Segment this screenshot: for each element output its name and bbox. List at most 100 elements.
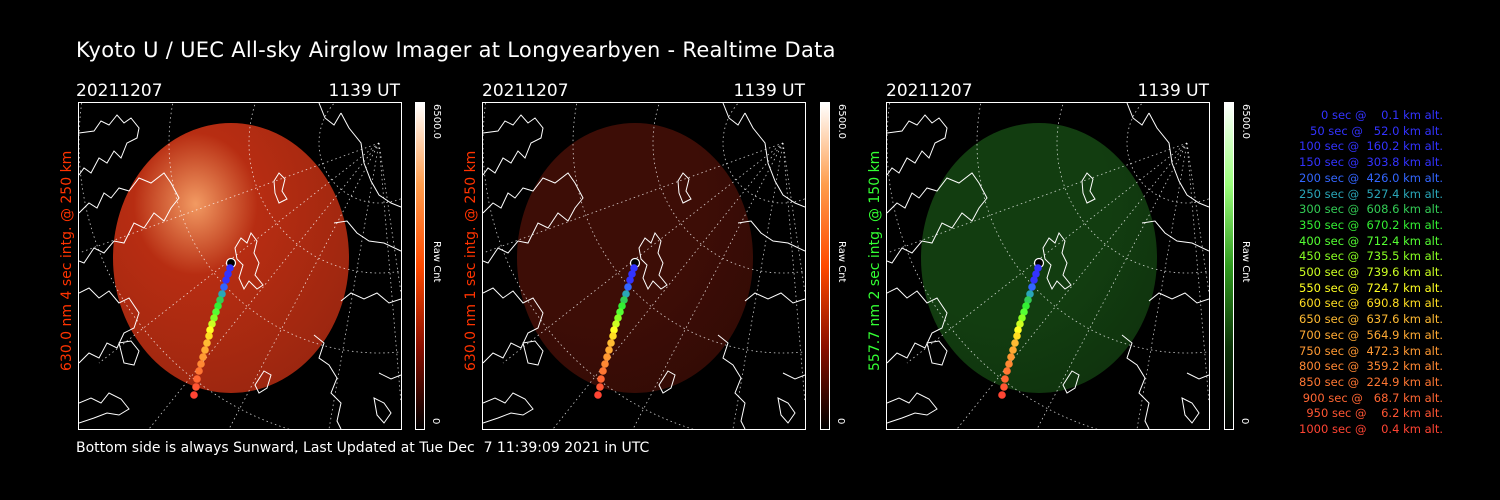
lon-grid-line xyxy=(378,142,401,294)
trajectory-point xyxy=(605,346,613,354)
legend-entry: 50 sec @ 52.0 km alt. xyxy=(1310,123,1443,138)
lon-grid-line xyxy=(1186,142,1209,404)
trajectory-point xyxy=(1013,332,1021,340)
legend-entry: 400 sec @ 712.4 km alt. xyxy=(1299,233,1443,248)
coastline xyxy=(340,112,401,208)
panel-3-time: 1139 UT xyxy=(1137,81,1210,101)
trajectory-point xyxy=(601,360,609,368)
coastline xyxy=(1186,372,1209,380)
lon-grid-line xyxy=(1136,142,1188,429)
coastline xyxy=(118,340,140,366)
coastline xyxy=(318,103,342,126)
coastline xyxy=(1121,334,1150,429)
trajectory-point xyxy=(205,332,213,340)
legend-entry: 150 sec @ 303.8 km alt. xyxy=(1299,155,1443,170)
trajectory-point xyxy=(597,375,605,383)
panel-3-colorbar-unit: Raw Cnt xyxy=(1240,241,1251,283)
panel-3-map-svg xyxy=(887,103,1209,429)
panel-1-allsky-image xyxy=(78,102,402,430)
panel-3-date: 20211207 xyxy=(886,81,973,101)
trajectory-point xyxy=(1001,375,1009,383)
coastline xyxy=(677,172,692,204)
trajectory-point xyxy=(190,391,198,399)
coastline xyxy=(79,114,140,176)
footer-note: Bottom side is always Sunward, Last Upda… xyxy=(76,440,650,456)
coastline xyxy=(333,220,401,252)
legend-entry: 0 sec @ 0.1 km alt. xyxy=(1320,108,1443,122)
panel-2-map-svg xyxy=(483,103,805,429)
coastline xyxy=(1042,231,1072,291)
panel-1-colorbar xyxy=(415,102,425,430)
lon-grid-line xyxy=(732,142,784,429)
coastline xyxy=(313,334,342,429)
panel-2-colorbar-min: 0 xyxy=(835,418,846,425)
legend-entry: 950 sec @ 6.2 km alt. xyxy=(1306,406,1443,421)
panel-2-date: 20211207 xyxy=(482,81,569,101)
trajectory-point xyxy=(626,276,634,284)
lon-grid-line xyxy=(79,142,380,254)
coastline xyxy=(273,172,288,204)
legend-entry: 850 sec @ 224.9 km alt. xyxy=(1299,374,1443,389)
trajectory-point xyxy=(206,326,214,334)
coastline xyxy=(483,172,584,264)
panel-2-colorbar xyxy=(820,102,830,430)
panel-1-map-svg xyxy=(79,103,401,429)
lon-grid-line xyxy=(502,142,784,364)
panel-2-allsky-image xyxy=(482,102,806,430)
coastline xyxy=(737,220,805,252)
lon-grid-line xyxy=(328,142,380,429)
coastline xyxy=(1081,172,1096,204)
coastline xyxy=(1148,112,1209,208)
lon-grid-line xyxy=(1186,142,1209,294)
coastline xyxy=(373,397,392,424)
legend-entry: 700 sec @ 564.9 km alt. xyxy=(1299,327,1443,342)
panel-3-allsky-image xyxy=(886,102,1210,430)
lon-grid-line xyxy=(98,142,380,364)
coastline xyxy=(79,392,130,424)
coastline xyxy=(887,392,938,424)
lat-grid-line xyxy=(168,103,401,354)
coastline xyxy=(79,287,140,364)
trajectory-point xyxy=(1007,353,1015,361)
trajectory-point xyxy=(609,332,617,340)
legend-entry: 250 sec @ 527.4 km alt. xyxy=(1299,186,1443,201)
coastline xyxy=(722,103,746,126)
panel-2-wavelength-label: 630.0 nm 1 sec intg. @ 250 km xyxy=(463,150,479,371)
coastline xyxy=(782,372,805,380)
coastline xyxy=(522,340,544,366)
panel-3-colorbar xyxy=(1224,102,1234,430)
legend-entry: 200 sec @ 426.0 km alt. xyxy=(1299,170,1443,185)
lon-grid-line xyxy=(887,142,1188,254)
coastline xyxy=(483,392,534,424)
legend-entry: 750 sec @ 472.3 km alt. xyxy=(1299,343,1443,358)
trajectory-point xyxy=(199,353,207,361)
trajectory-point xyxy=(220,283,228,291)
panel-1-time: 1139 UT xyxy=(328,81,401,101)
legend-entry: 100 sec @ 160.2 km alt. xyxy=(1299,139,1443,154)
lat-grid-line xyxy=(976,103,1209,354)
trajectory-point xyxy=(599,367,607,375)
coastline xyxy=(254,370,272,394)
trajectory-point xyxy=(596,383,604,391)
legend-entry: 350 sec @ 670.2 km alt. xyxy=(1299,217,1443,232)
coastline xyxy=(638,231,668,291)
coastline xyxy=(378,372,401,380)
coastline xyxy=(1126,103,1150,126)
page-title: Kyoto U / UEC All-sky Airglow Imager at … xyxy=(76,38,836,62)
coastline xyxy=(340,292,401,304)
legend-entry: 900 sec @ 68.7 km alt. xyxy=(1302,390,1443,405)
trajectory-point xyxy=(1005,360,1013,368)
panel-1-colorbar-min: 0 xyxy=(430,418,441,425)
panel-3-colorbar-max: 6500.0 xyxy=(1240,104,1251,139)
trajectory-point xyxy=(203,339,211,347)
trajectory-point xyxy=(222,276,230,284)
legend-entry: 550 sec @ 724.7 km alt. xyxy=(1299,280,1443,295)
coastline xyxy=(744,112,805,208)
trajectory-point xyxy=(624,283,632,291)
coastline xyxy=(887,287,948,364)
trajectory-point xyxy=(1014,326,1022,334)
panel-2-time: 1139 UT xyxy=(733,81,806,101)
trajectory-point xyxy=(201,346,209,354)
trajectory-point xyxy=(594,391,602,399)
coastline xyxy=(887,114,948,176)
